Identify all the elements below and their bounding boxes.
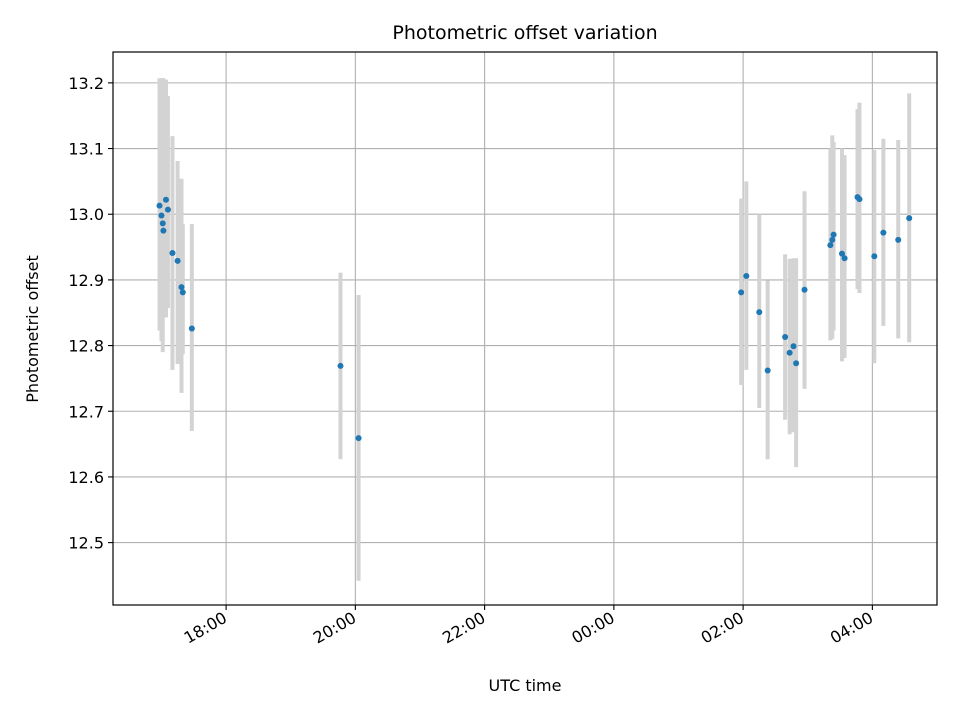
data-points bbox=[156, 194, 913, 442]
data-point bbox=[790, 343, 797, 350]
plot-frame bbox=[112, 51, 938, 606]
data-point bbox=[164, 206, 171, 213]
x-axis-label: UTC time bbox=[489, 676, 562, 695]
data-point bbox=[756, 309, 763, 316]
data-point bbox=[179, 289, 186, 296]
y-axis: 12.5 12.6 12.7 12.8 12.9 13.0 13.1 13.2 bbox=[68, 74, 113, 553]
data-point bbox=[188, 325, 195, 332]
data-point bbox=[895, 236, 902, 243]
data-point bbox=[838, 250, 845, 257]
y-tick-label: 12.8 bbox=[68, 337, 104, 356]
data-point bbox=[738, 289, 745, 296]
y-axis-label: Photometric offset bbox=[23, 255, 42, 403]
data-point bbox=[827, 242, 834, 249]
data-point bbox=[782, 334, 789, 341]
y-tick-label: 13.2 bbox=[68, 74, 104, 93]
y-tick-label: 12.5 bbox=[68, 534, 104, 553]
data-point bbox=[880, 229, 887, 236]
data-point bbox=[156, 202, 163, 209]
data-point bbox=[162, 196, 169, 203]
chart-title: Photometric offset variation bbox=[392, 22, 657, 44]
data-point bbox=[337, 362, 344, 369]
y-tick-label: 13.0 bbox=[68, 205, 104, 224]
y-tick-label: 12.6 bbox=[68, 468, 104, 487]
data-point bbox=[169, 249, 176, 256]
data-point bbox=[830, 231, 837, 238]
y-tick-label: 12.9 bbox=[68, 271, 104, 290]
y-tick-label: 13.1 bbox=[68, 140, 104, 159]
data-point bbox=[158, 212, 165, 219]
data-point bbox=[829, 236, 836, 243]
data-point bbox=[801, 286, 808, 293]
y-tick-label: 12.7 bbox=[68, 402, 104, 421]
data-point bbox=[764, 367, 771, 374]
data-point bbox=[355, 435, 362, 442]
data-point bbox=[174, 257, 181, 264]
data-point bbox=[178, 284, 185, 291]
data-point bbox=[856, 196, 863, 203]
grid bbox=[113, 52, 937, 605]
data-point bbox=[841, 255, 848, 262]
data-point bbox=[871, 253, 878, 260]
data-point bbox=[160, 227, 167, 234]
data-point bbox=[906, 215, 913, 222]
data-point bbox=[786, 349, 793, 356]
data-point bbox=[159, 220, 166, 227]
data-point bbox=[793, 360, 800, 367]
data-point bbox=[743, 272, 750, 279]
